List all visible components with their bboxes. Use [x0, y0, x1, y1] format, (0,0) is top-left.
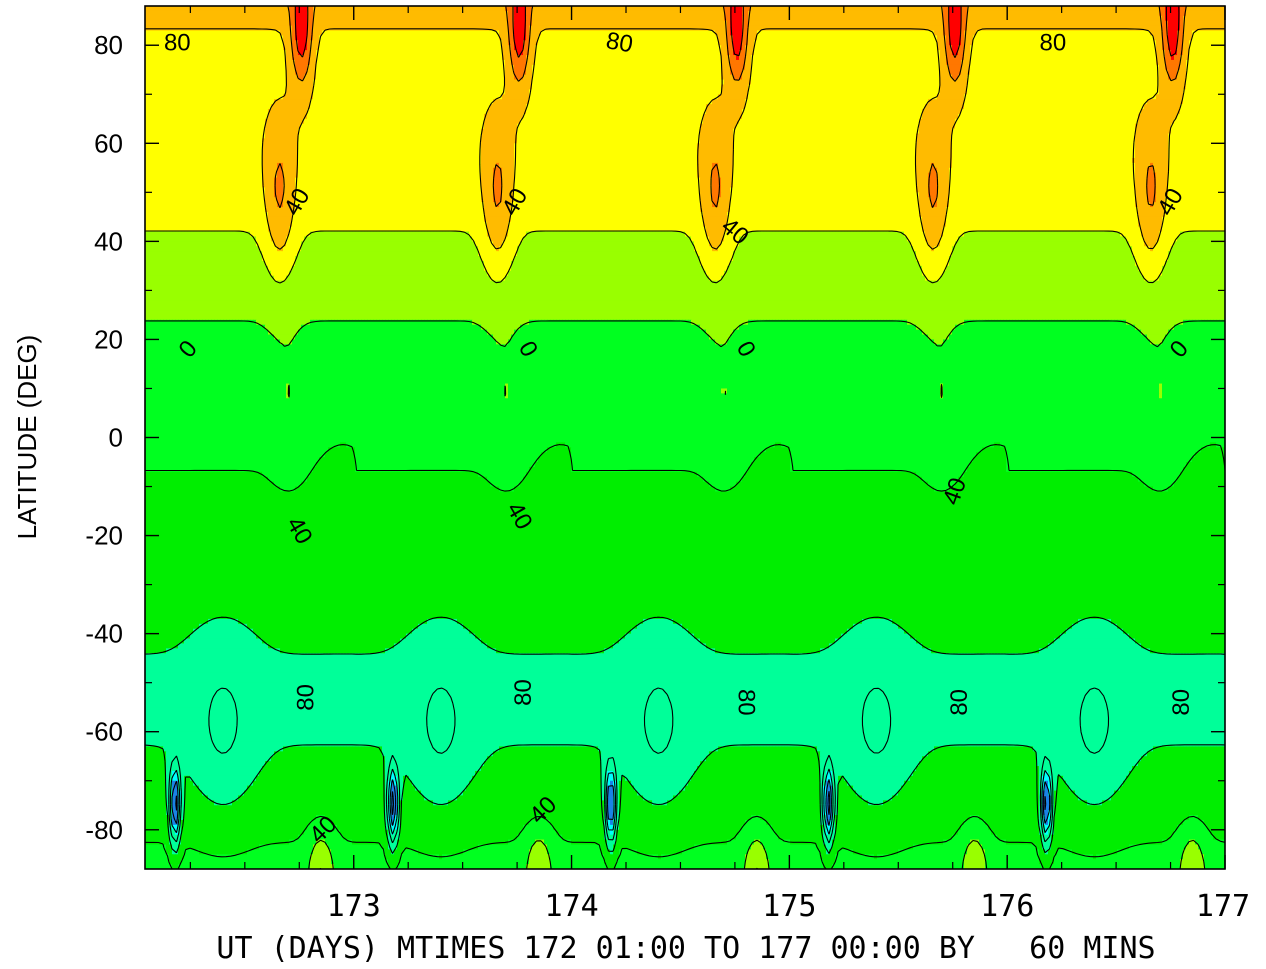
contour-field	[145, 6, 1226, 870]
